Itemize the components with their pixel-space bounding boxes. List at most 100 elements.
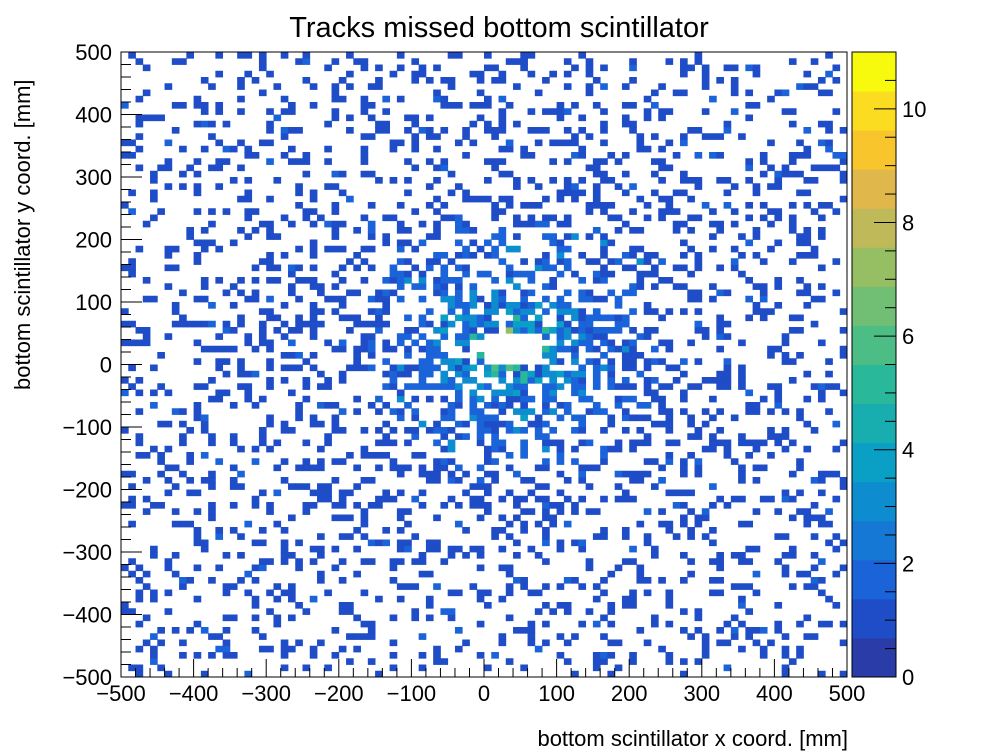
heatmap-cell — [411, 608, 420, 615]
heatmap-cell — [745, 389, 754, 397]
heatmap-cell — [549, 377, 557, 384]
heatmap-cell — [258, 258, 267, 265]
heatmap-cell — [375, 502, 383, 509]
heatmap-cell — [309, 239, 318, 247]
heatmap-cell — [440, 370, 449, 378]
heatmap-cell — [251, 208, 260, 215]
heatmap-cell — [513, 514, 521, 522]
heatmap-cell — [738, 383, 746, 390]
heatmap-cell — [237, 445, 245, 453]
heatmap-cell — [200, 245, 209, 253]
heatmap-cell — [404, 352, 412, 359]
heatmap-cell — [578, 470, 587, 478]
heatmap-cell — [513, 539, 521, 547]
heatmap-cell — [774, 214, 783, 222]
heatmap-cell — [781, 358, 790, 365]
heatmap-cell — [433, 514, 441, 522]
heatmap-cell — [237, 289, 245, 297]
heatmap-cell — [759, 464, 768, 472]
heatmap-cell — [251, 495, 260, 503]
heatmap-cell — [476, 502, 485, 509]
heatmap-cell — [592, 595, 601, 603]
heatmap-cell — [229, 464, 238, 472]
heatmap-cell — [745, 439, 754, 447]
heatmap-cell — [454, 227, 463, 234]
heatmap-cell — [476, 595, 485, 603]
heatmap-cell — [788, 258, 797, 265]
heatmap-cell — [222, 158, 231, 165]
heatmap-cell — [643, 458, 652, 465]
heatmap-cell — [462, 377, 470, 384]
heatmap-cell — [520, 395, 528, 403]
heatmap-cell — [563, 320, 572, 328]
heatmap-cell — [164, 445, 173, 453]
heatmap-cell — [621, 289, 630, 297]
heatmap-cell — [273, 520, 282, 528]
heatmap-cell — [600, 202, 608, 209]
colorbar-segment — [852, 208, 896, 248]
heatmap-cell — [331, 420, 340, 428]
heatmap-cell — [273, 439, 282, 447]
heatmap-cell — [571, 577, 579, 584]
heatmap-cell — [258, 58, 267, 65]
heatmap-cell — [418, 283, 427, 290]
heatmap-cell — [774, 277, 783, 284]
heatmap-cell — [520, 370, 528, 378]
heatmap-cell — [309, 320, 318, 328]
heatmap-cell — [287, 552, 296, 559]
heatmap-cell — [454, 645, 463, 653]
heatmap-cell — [287, 220, 296, 228]
heatmap-cell — [542, 433, 550, 440]
heatmap-cell — [563, 345, 572, 353]
heatmap-cell — [650, 327, 659, 334]
heatmap-cell — [556, 295, 565, 303]
heatmap-cell — [788, 214, 797, 222]
heatmap-cell — [556, 314, 565, 322]
heatmap-cell — [614, 639, 623, 647]
heatmap-cell — [280, 558, 289, 565]
heatmap-cell — [295, 364, 303, 372]
heatmap-cell — [527, 489, 536, 497]
heatmap-cell — [287, 264, 296, 272]
heatmap-cell — [716, 589, 724, 597]
colorbar-tick-label: 10 — [902, 97, 926, 122]
heatmap-cell — [317, 458, 325, 465]
heatmap-cell — [411, 558, 420, 565]
heatmap-cell — [179, 639, 187, 647]
heatmap-cell — [454, 333, 463, 340]
heatmap-cell — [542, 527, 550, 534]
heatmap-cell — [752, 477, 761, 484]
heatmap-cell — [788, 377, 797, 384]
heatmap-cell — [331, 477, 340, 484]
heatmap-cell — [266, 420, 274, 428]
heatmap-cell — [781, 645, 790, 653]
heatmap-cell — [796, 289, 804, 297]
heatmap-cell — [672, 227, 681, 234]
heatmap-cell — [324, 377, 332, 384]
heatmap-cell — [498, 127, 507, 134]
heatmap-cell — [832, 164, 841, 172]
heatmap-cell — [505, 452, 514, 459]
heatmap-cell — [592, 258, 601, 265]
heatmap-cell — [723, 664, 732, 672]
heatmap-cell — [643, 577, 652, 584]
heatmap-cell — [730, 264, 739, 272]
heatmap-cell — [607, 608, 616, 615]
heatmap-cell — [128, 558, 136, 565]
heatmap-cell — [389, 408, 398, 415]
heatmap-cell — [542, 539, 550, 547]
heatmap-cell — [774, 402, 783, 409]
heatmap-cell — [266, 220, 274, 228]
heatmap-cell — [578, 495, 587, 503]
heatmap-cell — [723, 289, 732, 297]
heatmap-cell — [215, 52, 224, 59]
heatmap-cell — [396, 514, 405, 522]
y-tick-label: −300 — [62, 540, 112, 565]
heatmap-cell — [709, 208, 717, 215]
heatmap-cell — [353, 483, 361, 490]
heatmap-cell — [556, 508, 565, 515]
heatmap-cell — [142, 495, 151, 503]
heatmap-cell — [309, 195, 318, 203]
heatmap-cell — [302, 383, 311, 390]
heatmap-cell — [796, 327, 804, 334]
